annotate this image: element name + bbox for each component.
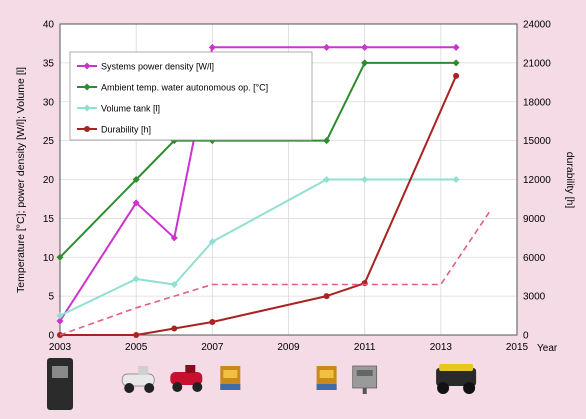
series-line: [59, 210, 491, 336]
data-point: [361, 59, 369, 67]
legend-marker: [84, 126, 90, 132]
series-0: [56, 43, 460, 325]
data-point: [361, 176, 369, 183]
data-point: [170, 234, 178, 242]
legend-marker: [83, 83, 91, 91]
legend-label: Systems power density [W/l]: [101, 62, 214, 72]
legend-label: Ambient temp. water autonomous op. [°C]: [101, 83, 268, 93]
box-stripe: [220, 384, 241, 390]
data-point: [209, 319, 216, 326]
legend-label: Durability [h]: [101, 125, 151, 135]
x-tick-label: 2011: [354, 342, 376, 353]
data-point: [132, 275, 140, 283]
robot-chassis: [436, 368, 477, 386]
y-right-axis-label: durability [h]: [564, 152, 576, 209]
y-left-axis-label: Temperature [°C]; power density [W/l]; V…: [15, 67, 27, 293]
scooter-seat: [138, 366, 149, 375]
axes: 2003 2005 2007 2009 2011 2013 2015051015202530…: [43, 20, 551, 354]
scooter-wheel: [172, 382, 183, 392]
x-tick-label: 2009: [277, 342, 300, 353]
robot-wheel: [463, 382, 476, 394]
product-images: [47, 358, 477, 410]
robot-wheel: [437, 382, 450, 394]
module-panel: [356, 370, 373, 376]
data-point: [323, 43, 331, 51]
module-body: [352, 365, 378, 389]
data-point: [452, 43, 460, 51]
x-axis-unit-label: Year: [537, 343, 558, 354]
box-label: [223, 370, 238, 378]
legend: Systems power density [W/l] Ambient temp.…: [69, 51, 313, 141]
x-tick-label: 2005: [125, 342, 148, 353]
data-point: [452, 59, 460, 67]
data-point: [132, 176, 140, 183]
y-right-tick-label: 24000: [523, 20, 551, 31]
y-left-tick-label: 25: [43, 136, 55, 147]
y-left-tick-label: 40: [43, 20, 55, 31]
y-left-tick-label: 5: [48, 292, 54, 303]
module-foot: [362, 388, 367, 394]
x-tick-label: 2013: [430, 342, 453, 353]
red-scooter-icon: [170, 365, 203, 392]
cartridge-box-icon: [316, 366, 337, 390]
stacked-module-icon: [352, 365, 378, 394]
y-right-tick-label: 6000: [523, 253, 546, 264]
unit-body: [47, 358, 73, 410]
y-left-tick-label: 35: [43, 58, 55, 69]
legend-label: Volume tank [l]: [101, 104, 160, 114]
robot-top: [439, 364, 474, 371]
data-point: [361, 43, 369, 51]
scooter-wheel: [124, 383, 135, 393]
x-tick-label: 2007: [201, 342, 224, 353]
x-tick-label: 2003: [49, 342, 72, 353]
scooter-seat: [185, 365, 196, 373]
data-point: [56, 317, 64, 325]
unit-display: [52, 366, 68, 378]
y-left-tick-label: 20: [43, 175, 55, 186]
data-point: [453, 72, 460, 79]
data-point: [170, 280, 178, 288]
y-right-tick-label: 18000: [523, 97, 551, 108]
y-right-tick-label: 9000: [523, 214, 546, 225]
data-point: [56, 253, 64, 261]
y-left-tick-label: 15: [43, 214, 55, 225]
box-label: [319, 370, 334, 378]
x-tick-label: 2015: [506, 342, 529, 353]
y-right-tick-label: 3000: [523, 292, 546, 303]
legend-box: [69, 51, 313, 141]
legend-marker: [83, 104, 91, 112]
data-point: [208, 238, 216, 246]
series-3: [57, 72, 460, 338]
y-right-tick-label: 0: [523, 331, 529, 342]
data-point: [452, 176, 460, 183]
y-right-tick-label: 15000: [523, 136, 551, 147]
y-left-tick-label: 30: [43, 97, 55, 108]
data-point: [208, 43, 216, 51]
y-right-tick-label: 21000: [523, 58, 551, 69]
data-point: [171, 325, 178, 332]
yellow-robot-vehicle-icon: [436, 364, 477, 394]
series-layer: [56, 43, 491, 338]
white-scooter-icon: [121, 366, 155, 393]
data-point: [323, 137, 331, 145]
box-stripe: [316, 384, 337, 390]
data-point: [132, 199, 140, 207]
y-left-tick-label: 10: [43, 253, 55, 264]
data-point: [56, 312, 64, 320]
scooter-wheel: [192, 382, 203, 392]
legend-marker: [83, 62, 91, 70]
data-point: [323, 293, 330, 300]
data-point: [133, 332, 140, 338]
series-2: [56, 176, 460, 320]
data-point: [323, 176, 331, 183]
scooter-body: [170, 372, 203, 385]
cartridge-box-icon: [220, 366, 241, 390]
fuel-cell-unit-icon: [47, 358, 73, 410]
y-right-tick-label: 12000: [523, 175, 551, 186]
plot-border: [59, 23, 518, 336]
y-left-tick-label: 0: [48, 331, 54, 342]
series-4: [59, 210, 491, 336]
scooter-wheel: [144, 383, 155, 393]
